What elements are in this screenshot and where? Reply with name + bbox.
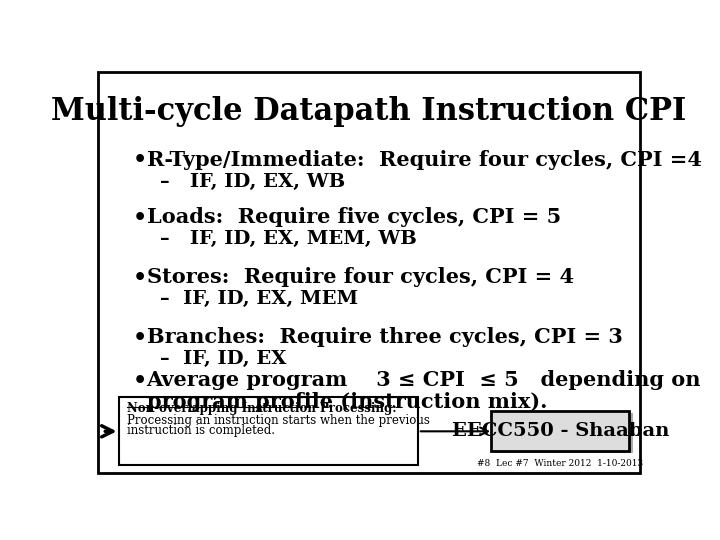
Text: –   IF, ID, EX, WB: – IF, ID, EX, WB [160, 173, 345, 191]
Text: Non-overlapping Instruction Processing:: Non-overlapping Instruction Processing: [127, 402, 397, 415]
Text: Loads:  Require five cycles, CPI = 5: Loads: Require five cycles, CPI = 5 [147, 207, 561, 227]
Text: Branches:  Require three cycles, CPI = 3: Branches: Require three cycles, CPI = 3 [147, 327, 623, 347]
Text: Stores:  Require four cycles, CPI = 4: Stores: Require four cycles, CPI = 4 [147, 267, 574, 287]
Text: –   IF, ID, EX, MEM, WB: – IF, ID, EX, MEM, WB [160, 231, 417, 248]
Text: Processing an instruction starts when the previous: Processing an instruction starts when th… [127, 414, 430, 427]
Text: Average program    3 ≤ CPI  ≤ 5   depending on: Average program 3 ≤ CPI ≤ 5 depending on [147, 370, 701, 390]
Bar [120, 397, 418, 465]
Text: Multi-cycle Datapath Instruction CPI: Multi-cycle Datapath Instruction CPI [51, 96, 687, 126]
Bar [495, 413, 632, 453]
Text: –  IF, ID, EX, MEM: – IF, ID, EX, MEM [160, 289, 358, 308]
Text: •: • [132, 267, 147, 288]
Text: #8  Lec #7  Winter 2012  1-10-2013: #8 Lec #7 Winter 2012 1-10-2013 [477, 459, 644, 468]
Text: •: • [132, 327, 147, 349]
Text: •: • [132, 370, 147, 393]
Text: •: • [132, 207, 147, 230]
Bar [492, 410, 629, 450]
Text: R-Type/Immediate:  Require four cycles, CPI =4: R-Type/Immediate: Require four cycles, C… [147, 150, 701, 170]
Text: –  IF, ID, EX: – IF, ID, EX [160, 350, 287, 368]
Text: EECC550 - Shaaban: EECC550 - Shaaban [451, 422, 669, 440]
Text: program profile (instruction mix).: program profile (instruction mix). [147, 392, 547, 412]
Text: •: • [132, 150, 147, 172]
Text: instruction is completed.: instruction is completed. [127, 424, 275, 437]
